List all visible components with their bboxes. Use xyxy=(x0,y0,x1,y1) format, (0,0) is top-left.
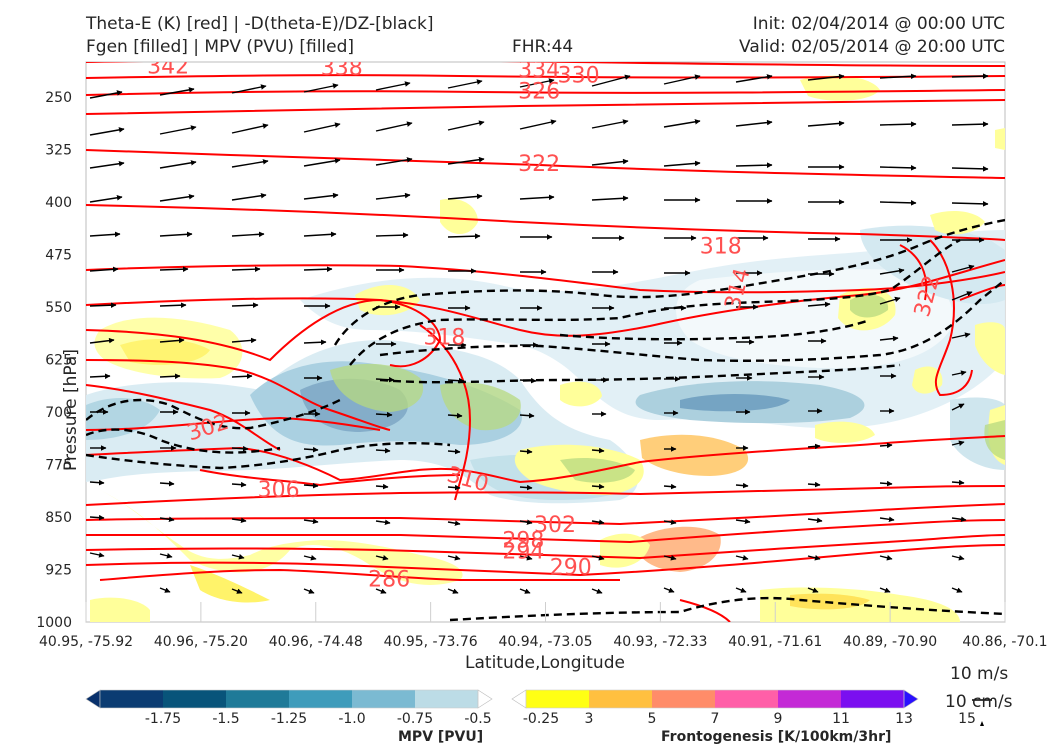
wind-reference-vector xyxy=(972,699,992,726)
forecast-hour: FHR:44 xyxy=(512,37,574,57)
wind-reference-label: 10 m/s xyxy=(950,664,1009,684)
contour-label: 326 xyxy=(518,80,560,105)
colorbar-segment xyxy=(163,690,227,708)
colorbar-segment xyxy=(778,690,842,708)
x-tick-label: 40.95, -73.76 xyxy=(384,634,478,650)
contour-label: 330 xyxy=(558,64,600,89)
mpv-colorbar-tick: -1.75 xyxy=(145,711,181,727)
y-tick-label: 550 xyxy=(45,300,72,316)
mpv-colorbar-label: MPV [PVU] xyxy=(398,729,484,745)
fgen-colorbar-tick: 5 xyxy=(648,711,657,727)
fgen-colorbar-tick: 7 xyxy=(711,711,720,727)
x-tick-label: 40.89, -70.90 xyxy=(843,634,937,650)
y-tick-label: 625 xyxy=(45,353,72,369)
mpv-colorbar-tick: -1.5 xyxy=(212,711,239,727)
x-axis: 40.95, -75.92 40.96, -75.20 40.96, -74.48 4… xyxy=(39,602,1048,650)
colorbar-segment xyxy=(526,690,590,708)
mpv-colorbar-tick: -0.5 xyxy=(464,711,491,727)
x-tick-label: 40.86, -70.1 xyxy=(962,634,1047,650)
title-line-1: Theta-E (K) [red] | -D(theta-E)/DZ-[blac… xyxy=(86,14,434,34)
contour-label: 318 xyxy=(700,234,742,259)
title-line-2: Fgen [filled] | MPV (PVU) [filled] xyxy=(86,37,355,57)
contour-label: 318 xyxy=(423,325,465,350)
colorbar-segment xyxy=(589,690,653,708)
init-time: Init: 02/04/2014 @ 00:00 UTC xyxy=(752,14,1005,34)
colorbar-segment xyxy=(715,690,779,708)
contour-label: 342 xyxy=(147,55,189,80)
fgen-colorbar-label: Frontogenesis [K/100km/3hr] xyxy=(661,729,892,745)
contour-label: 306 xyxy=(258,478,300,503)
fgen-colorbar-tick: 9 xyxy=(774,711,783,727)
y-axis: 250 325 400 475 550 625 700 775 850 925 1000 xyxy=(36,90,72,631)
y-axis-title: Pressure [hPa] xyxy=(60,349,81,471)
mpv-colorbar-tick: -0.25 xyxy=(523,711,559,727)
colorbar-extend-max xyxy=(477,689,493,709)
contour-label: 302 xyxy=(534,513,576,538)
colorbar-segment xyxy=(289,690,353,708)
colorbar-segment xyxy=(652,690,716,708)
colorbar-segment xyxy=(415,690,479,708)
valid-time: Valid: 02/05/2014 @ 20:00 UTC xyxy=(739,37,1005,57)
mpv-colorbar-tick: -1.0 xyxy=(338,711,365,727)
mpv-colorbar-tick: -1.25 xyxy=(271,711,307,727)
contour-label: 322 xyxy=(518,152,560,177)
mpv-colorbar-tick: -0.75 xyxy=(397,711,433,727)
x-tick-label: 40.96, -74.48 xyxy=(269,634,363,650)
fgen-fill xyxy=(90,75,1005,622)
colorbar-segment xyxy=(100,690,164,708)
y-tick-label: 400 xyxy=(45,195,72,211)
fgen-colorbar-tick: 13 xyxy=(895,711,913,727)
x-axis-title: Latitude,Longitude xyxy=(465,653,625,673)
y-tick-label: 925 xyxy=(45,563,72,579)
x-tick-label: 40.95, -75.92 xyxy=(39,634,133,650)
x-tick-label: 40.96, -75.20 xyxy=(154,634,248,650)
fgen-colorbar-tick: 15 xyxy=(958,711,976,727)
contour-label: 294 xyxy=(502,540,544,565)
y-tick-label: 850 xyxy=(45,510,72,526)
colorbar-segment xyxy=(841,690,905,708)
fgen-colorbar-tick: 3 xyxy=(585,711,594,727)
contour-label: 334 xyxy=(518,58,560,83)
colorbar-extend-min xyxy=(511,689,527,709)
vertical-motion-reference-label: 10 cm/s xyxy=(945,692,1013,712)
y-tick-label: 325 xyxy=(45,143,72,159)
colorbar-outline xyxy=(525,689,905,709)
contour-label: 338 xyxy=(321,56,363,81)
x-tick-label: 40.94, -73.05 xyxy=(498,634,592,650)
stability-contours xyxy=(86,218,1005,622)
fgen-colorbar: 3 5 7 9 11 13 15 xyxy=(511,689,976,727)
colorbar-segment xyxy=(226,690,290,708)
x-tick-label: 40.91, -71.61 xyxy=(728,634,822,650)
colorbar-segment xyxy=(352,690,416,708)
contour-label: 286 xyxy=(368,568,410,593)
wind-vectors xyxy=(89,73,989,594)
colorbar-extend-min xyxy=(85,689,101,709)
y-tick-label: 475 xyxy=(45,248,72,264)
y-tick-label: 250 xyxy=(45,90,72,106)
y-tick-label: 700 xyxy=(45,405,72,421)
colorbar-extend-max xyxy=(903,689,919,709)
y-tick-label: 775 xyxy=(45,458,72,474)
y-tick-label: 1000 xyxy=(36,615,72,631)
mpv-colorbar: -1.75 -1.5 -1.25 -1.0 -0.75 -0.5 -0.25 xyxy=(85,689,559,727)
x-tick-label: 40.93, -72.33 xyxy=(613,634,707,650)
colorbar-outline xyxy=(99,689,479,709)
contour-label: 298 xyxy=(502,528,544,553)
contour-label: 290 xyxy=(550,556,592,581)
fgen-colorbar-tick: 11 xyxy=(832,711,850,727)
